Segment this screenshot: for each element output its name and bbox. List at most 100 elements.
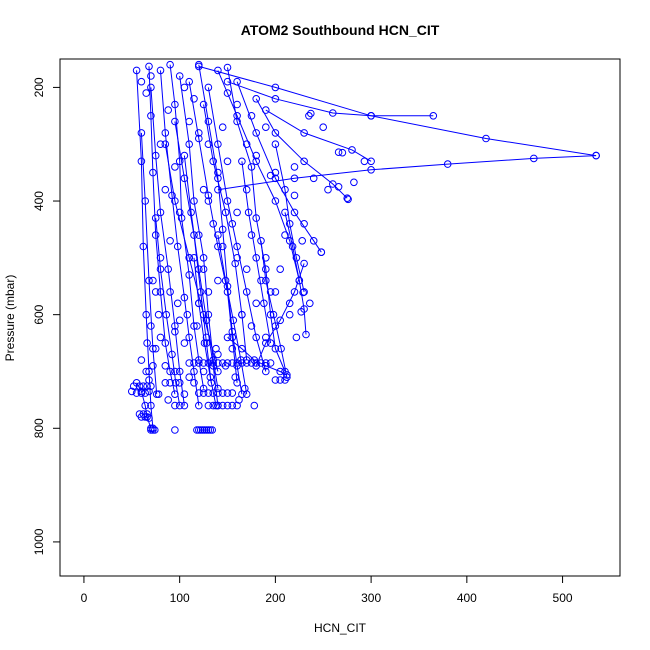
data-point: [266, 339, 275, 347]
data-point: [305, 112, 313, 120]
data-point: [199, 265, 208, 274]
data-point: [429, 112, 438, 120]
series-line-0: [148, 66, 176, 395]
data-point: [166, 367, 174, 376]
data-point: [231, 373, 239, 382]
data-point: [145, 62, 153, 71]
data-point: [281, 376, 289, 384]
data-point: [204, 83, 213, 92]
data-point: [247, 231, 256, 239]
series-line-20: [274, 144, 305, 293]
data-point: [171, 163, 179, 171]
data-point: [252, 359, 261, 367]
data-point: [208, 426, 216, 434]
data-point: [190, 367, 198, 376]
data-point: [269, 310, 278, 319]
data-point: [290, 163, 299, 171]
data-point: [171, 367, 179, 376]
x-tick-label: 500: [553, 591, 573, 605]
data-point: [334, 183, 343, 191]
data-point: [199, 359, 208, 367]
data-point: [173, 242, 182, 251]
data-point: [271, 322, 280, 330]
data-point: [252, 157, 261, 166]
data-point: [151, 288, 160, 296]
data-point: [156, 66, 165, 75]
data-point: [288, 242, 297, 251]
axes: 0 100 200 300 400 500 200 400 600 800 1000: [32, 77, 573, 605]
data-point: [190, 253, 198, 262]
data-point: [206, 373, 215, 382]
data-point: [233, 117, 241, 126]
data-point: [132, 66, 141, 75]
data-point: [285, 220, 294, 228]
data-point: [223, 401, 232, 410]
data-point: [156, 140, 165, 148]
data-point: [218, 225, 227, 234]
data-point: [195, 299, 203, 308]
series-line-9: [188, 81, 238, 383]
data-point: [252, 253, 261, 262]
data-point: [147, 426, 155, 434]
data-point: [221, 208, 230, 217]
data-point: [223, 63, 232, 72]
data-point: [204, 140, 213, 148]
data-point: [156, 253, 165, 262]
data-point: [252, 151, 261, 160]
data-point: [180, 151, 189, 160]
data-point: [151, 426, 159, 434]
data-point: [235, 396, 243, 404]
series-line-29: [255, 263, 305, 366]
data-point: [252, 129, 261, 137]
data-point: [161, 379, 170, 387]
data-point: [277, 344, 285, 353]
data-point: [214, 185, 222, 194]
data-point: [482, 134, 490, 143]
data-point: [285, 310, 294, 319]
data-point: [247, 112, 256, 120]
data-point: [214, 242, 222, 251]
data-point: [262, 339, 270, 347]
data-point: [185, 359, 193, 367]
data-point: [218, 123, 227, 131]
series-line-27: [260, 240, 288, 378]
data-point: [592, 151, 600, 160]
data-point: [257, 276, 265, 285]
data-point: [290, 288, 299, 296]
data-point: [307, 109, 315, 118]
data-point: [204, 401, 213, 410]
data-point: [348, 146, 356, 154]
data-point: [214, 168, 222, 177]
data-point: [242, 185, 251, 194]
data-point: [193, 322, 201, 330]
data-layer: [128, 60, 600, 434]
data-point: [142, 310, 150, 319]
data-point: [147, 322, 155, 330]
data-point: [271, 95, 280, 103]
data-point: [298, 237, 307, 245]
data-point: [164, 396, 172, 404]
data-point: [257, 359, 265, 367]
data-point: [244, 208, 253, 217]
data-point: [128, 387, 136, 396]
data-point: [285, 299, 294, 308]
data-point: [161, 140, 170, 148]
data-point: [283, 371, 291, 379]
data-point: [139, 382, 148, 391]
x-tick-label: 200: [265, 591, 285, 605]
data-point: [281, 185, 289, 194]
data-point: [161, 185, 170, 194]
data-point: [292, 333, 301, 342]
data-point: [187, 208, 195, 217]
y-tick-label: 600: [32, 304, 46, 324]
data-point: [168, 350, 176, 359]
data-point: [171, 327, 179, 336]
data-point: [195, 129, 203, 137]
data-point: [171, 117, 179, 126]
data-point: [204, 426, 213, 434]
series-line-23: [241, 161, 272, 344]
data-point: [276, 376, 285, 384]
data-point: [204, 389, 213, 397]
data-point: [202, 333, 211, 342]
data-point: [297, 308, 306, 316]
